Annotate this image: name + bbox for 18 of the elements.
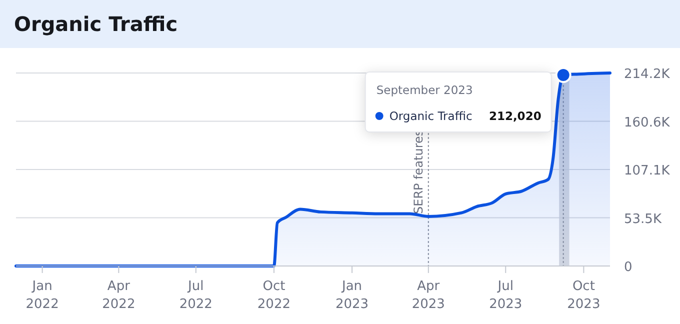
annotation: 212,020 [488, 109, 542, 123]
legend-label: Organic Traffic [389, 109, 472, 123]
x-tick-label: Jul 2023 [489, 279, 522, 312]
chart-title: Organic Traffic [14, 12, 178, 36]
x-tick-label: Apr 2023 [412, 279, 445, 312]
x-tick-label: Oct 2022 [257, 279, 291, 312]
x-tick-label: Jul 2022 [179, 279, 212, 312]
x-tick-label: Jan 2022 [26, 279, 59, 312]
x-tick-label: Jan 2023 [335, 279, 369, 312]
y-tick-label: 53.5K [624, 212, 662, 227]
y-tick-label: 0 [624, 260, 632, 275]
ref-line-label: SERP features [411, 130, 426, 214]
annotation: September 2023 [376, 83, 473, 97]
y-tick-label: 107.1K [624, 164, 670, 178]
y-tick-label: 214.2K [624, 67, 670, 82]
x-tick-label: Oct 2023 [567, 279, 600, 312]
x-tick-label: Apr 2022 [102, 279, 136, 312]
y-tick-label: 160.6K [624, 115, 670, 130]
